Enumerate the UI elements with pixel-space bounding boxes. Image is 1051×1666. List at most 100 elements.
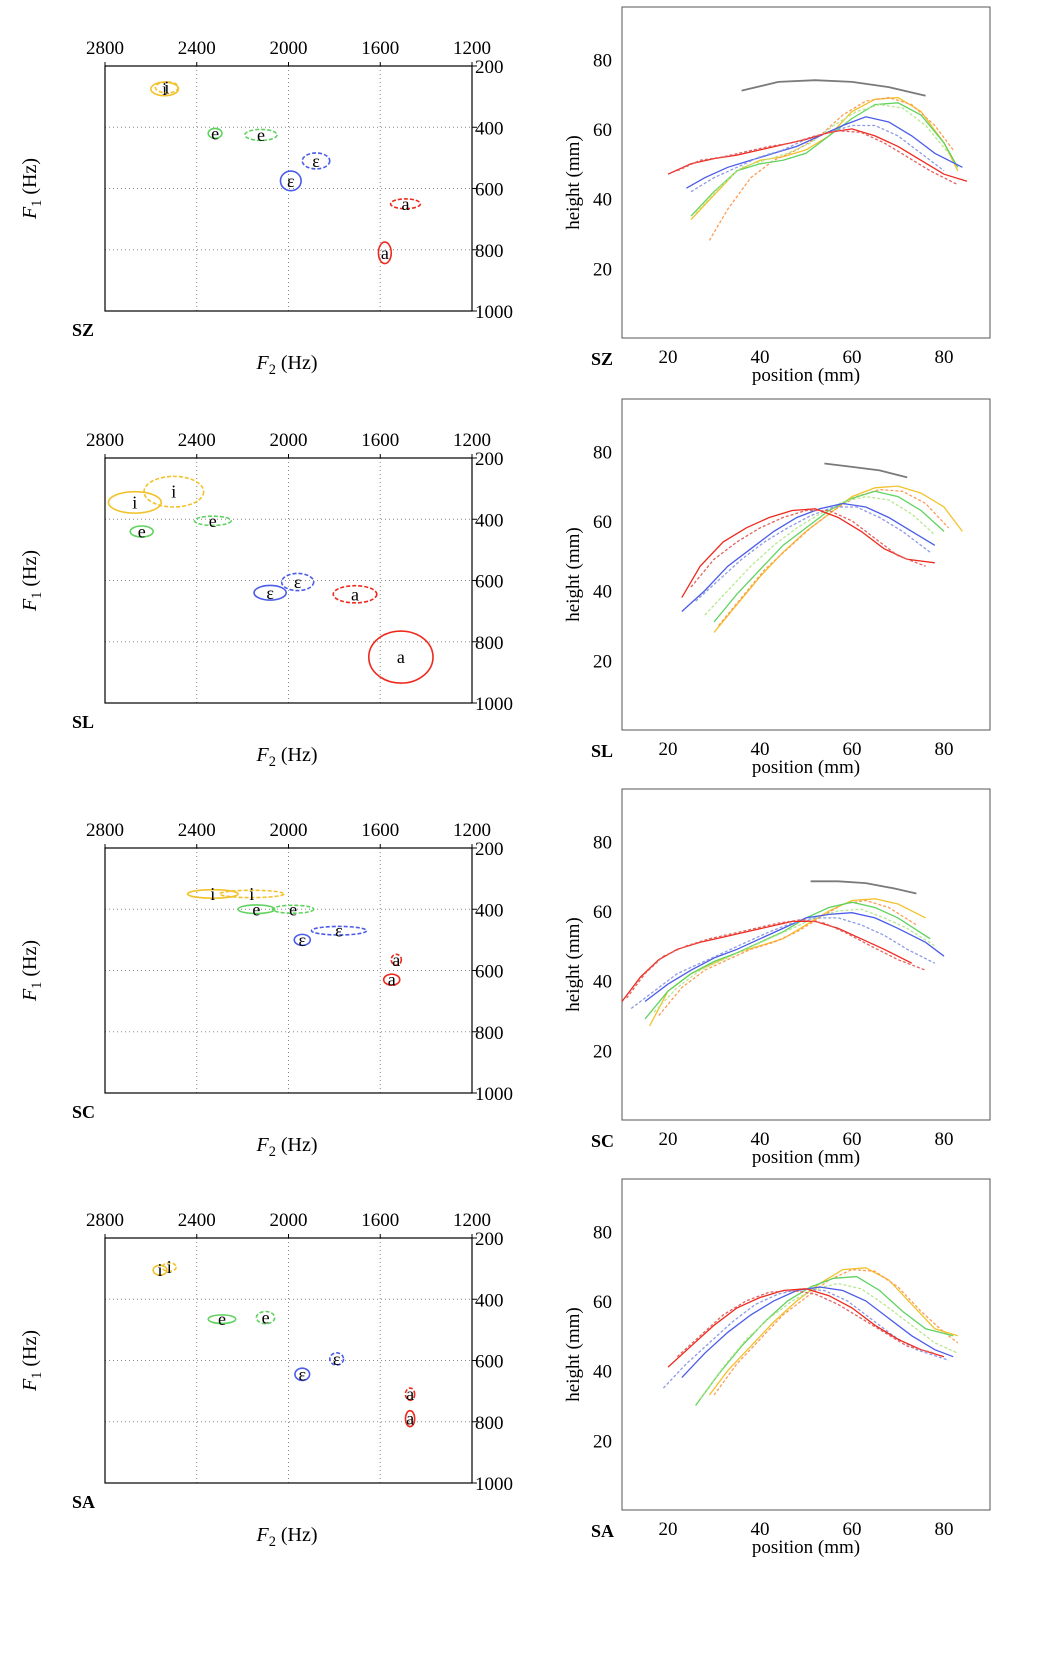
vowel-label: ε	[298, 930, 306, 950]
vowel-label: a	[351, 584, 359, 604]
y-tick-label: 200	[475, 839, 504, 860]
y-tick-label: 1000	[475, 1474, 513, 1495]
y-tick-label: 800	[475, 1023, 504, 1044]
x-tick-label: 20	[659, 347, 678, 368]
x-tick-label: 1200	[453, 820, 491, 841]
tongue-contour-e	[699, 1282, 959, 1399]
y-axis-label: height (mm)	[563, 917, 584, 1011]
x-axis-label: position (mm)	[752, 1147, 860, 1168]
vowel-ellipse	[404, 1387, 416, 1402]
x-tick-label: 2400	[178, 820, 216, 841]
vowel-ellipse	[271, 904, 315, 915]
x-tick-label: 2000	[270, 1210, 308, 1231]
vowel-label: e	[218, 1309, 226, 1329]
vowel-ellipse	[253, 584, 288, 601]
vowel-label: ε	[287, 171, 295, 191]
x-tick-label: 40	[751, 347, 770, 368]
vowel-label: e	[138, 522, 146, 542]
x-axis-label-sub: 2	[269, 754, 276, 770]
vowel-marker-eps: ε	[280, 572, 315, 592]
vowel-ellipse	[237, 904, 276, 915]
y-tick-label: 200	[475, 1229, 504, 1250]
y-axis-label-unit: (Hz)	[19, 940, 41, 982]
vowel-marker-e: e	[193, 511, 232, 531]
vowel-marker-a: a	[404, 1384, 416, 1404]
vowel-marker-eps: ε	[293, 930, 312, 950]
tongue-contour-i	[713, 485, 963, 633]
vowel-ellipse	[279, 170, 302, 192]
tongue-contour-i	[713, 1268, 959, 1396]
x-tick-label: 1200	[453, 430, 491, 451]
vowel-label: a	[401, 194, 409, 214]
y-tick-label: 200	[475, 57, 504, 78]
tongue-contour-i	[718, 488, 950, 626]
x-tick-label: 2000	[270, 820, 308, 841]
x-tick-label: 1600	[361, 820, 399, 841]
vowel-label: e	[211, 123, 219, 143]
palate-contour	[824, 462, 908, 479]
x-tick-label: 80	[935, 1129, 954, 1150]
vowel-label: i	[132, 492, 137, 512]
vowel-marker-eps: ε	[310, 921, 368, 941]
vowel-label: a	[406, 1384, 414, 1404]
tongue-contour-e	[695, 1275, 954, 1406]
y-tick-label: 1000	[475, 302, 513, 323]
x-tick-label: 20	[659, 1519, 678, 1540]
tongue-contour-a	[690, 509, 926, 588]
vowel-marker-a: a	[382, 970, 401, 990]
x-tick-label: 60	[843, 347, 862, 368]
y-tick-label: 40	[593, 972, 612, 993]
vowel-marker-i: i	[218, 884, 285, 904]
vowel-marker-e: e	[207, 1309, 237, 1329]
y-tick-label: 20	[593, 1041, 612, 1062]
tongue-contour-eps	[686, 116, 963, 189]
x-tick-label: 20	[659, 1129, 678, 1150]
x-axis-label: F2 (Hz)	[255, 352, 317, 378]
vowel-ellipse	[390, 953, 403, 967]
vowel-marker-e: e	[129, 522, 154, 542]
x-tick-label: 20	[659, 739, 678, 760]
x-axis-label-unit: (Hz)	[276, 352, 318, 374]
x-tick-label: 60	[843, 1129, 862, 1150]
x-tick-label: 40	[751, 1129, 770, 1150]
y-tick-label: 400	[475, 900, 504, 921]
tongue-contour-i	[708, 96, 954, 241]
vowel-ellipse	[280, 572, 315, 592]
y-axis-label: F1 (Hz)	[19, 550, 45, 612]
y-axis-label-main: F	[19, 598, 41, 612]
plot-frame	[621, 6, 991, 339]
tongue-contour-a	[626, 919, 926, 999]
vowel-label: i	[158, 1260, 163, 1280]
x-tick-label: 40	[751, 739, 770, 760]
tongue-contour-i	[658, 899, 917, 1016]
tongue-chart-sl: 20 40 60 80 20 40 60 80 position (mm) height (mm)…	[563, 398, 991, 778]
vowel-ellipse	[294, 1367, 311, 1382]
x-axis-label-unit: (Hz)	[276, 1524, 318, 1546]
vowel-ellipse	[255, 1310, 276, 1325]
speaker-label: SA	[72, 1492, 95, 1512]
vowel-label: e	[262, 1308, 270, 1328]
vowel-marker-a: a	[390, 950, 403, 970]
y-tick-label: 600	[475, 962, 504, 983]
vowel-marker-a: a	[377, 241, 393, 265]
speaker-label: SZ	[591, 349, 613, 369]
vowel-marker-i: i	[152, 1260, 168, 1280]
palate-contour	[810, 880, 917, 895]
vowel-ellipse	[207, 1314, 237, 1325]
x-tick-label: 2800	[86, 820, 124, 841]
speaker-label: SC	[591, 1131, 614, 1151]
vowel-label: i	[164, 77, 169, 97]
y-tick-label: 20	[593, 259, 612, 280]
y-tick-label: 60	[593, 120, 612, 141]
vowel-ellipse	[310, 925, 368, 936]
vowel-ellipse	[193, 515, 232, 527]
y-axis-label-sub: 1	[29, 592, 45, 599]
x-axis-label: F2 (Hz)	[255, 744, 317, 770]
vowel-label: ε	[335, 921, 343, 941]
vowel-marker-i: i	[186, 884, 239, 904]
vowel-label: e	[257, 125, 265, 145]
y-axis-label-unit: (Hz)	[19, 158, 41, 200]
plot-frame	[621, 398, 991, 731]
x-tick-label: 1600	[361, 1210, 399, 1231]
